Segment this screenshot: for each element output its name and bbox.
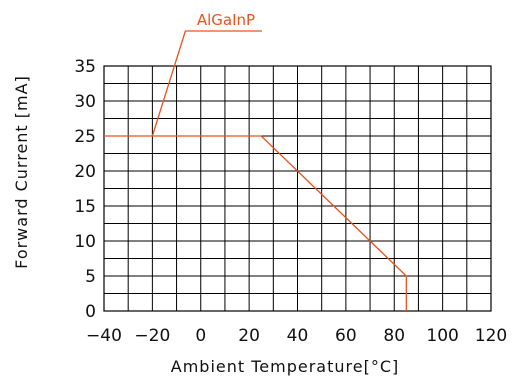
y-tick-label: 35 xyxy=(74,57,96,77)
plot-frame xyxy=(103,65,492,312)
annotation-layer: AlGaInP xyxy=(151,11,262,137)
x-tick-label: 0 xyxy=(195,326,206,346)
x-tick-label: 80 xyxy=(383,326,405,346)
annotation-leader xyxy=(151,30,262,137)
x-axis-title: Ambient Temperature[°C] xyxy=(171,357,399,376)
x-tick-label: 60 xyxy=(335,326,357,346)
y-tick-label: 30 xyxy=(74,92,96,112)
tick-labels: 0 5 10 15 20 25 30 35 −40 −20 0 20 40 60 80 100 120 xyxy=(74,57,507,346)
y-tick-label: 10 xyxy=(74,232,96,252)
x-tick-label: 40 xyxy=(287,326,309,346)
series-layer xyxy=(104,135,407,311)
x-tick-label: 100 xyxy=(426,326,458,346)
grid xyxy=(103,65,492,312)
series-label: AlGaInP xyxy=(197,11,255,29)
y-tick-label: 20 xyxy=(74,162,96,182)
y-tick-label: 5 xyxy=(85,267,96,287)
x-tick-label: −40 xyxy=(86,326,122,346)
y-axis-title: Forward Current [mA] xyxy=(12,75,31,269)
series-line xyxy=(104,135,407,311)
x-tick-label: −20 xyxy=(134,326,170,346)
y-tick-label: 25 xyxy=(74,127,96,147)
x-tick-label: 120 xyxy=(475,326,507,346)
x-tick-label: 20 xyxy=(238,326,260,346)
y-tick-label: 15 xyxy=(74,197,96,217)
y-tick-label: 0 xyxy=(85,302,96,322)
